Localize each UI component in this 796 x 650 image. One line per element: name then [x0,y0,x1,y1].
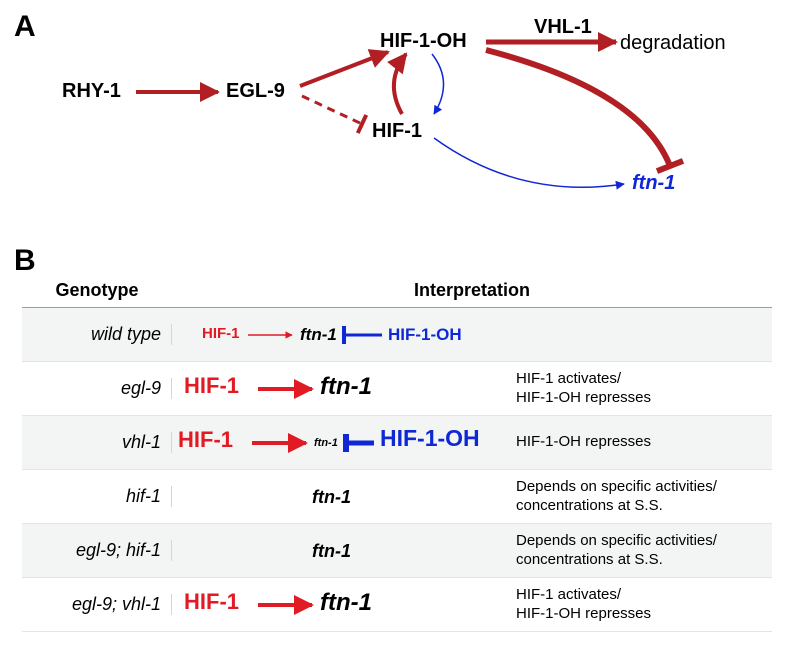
mini-node-ftn1: ftn-1 [320,373,372,401]
interpretation-note: HIF-1 activates/HIF-1-OH represses [512,370,772,408]
genotype-cell: wild type [22,324,172,345]
panel-a-diagram: RHY-1 EGL-9 HIF-1-OH HIF-1 VHL-1 degradation f… [0,0,796,230]
node-egl9: EGL-9 [226,80,285,103]
mini-node-ftn1: ftn-1 [312,541,351,562]
genotype-cell: vhl-1 [22,432,172,453]
mini-node-hif1: HIF-1 [184,589,239,615]
genotype-cell: egl-9; hif-1 [22,540,172,561]
mini-node-hif1: HIF-1 [202,325,240,342]
row-diagram: HIF-1 ftn-1 HIF-1-OH [172,417,512,469]
panel-b-label: B [14,244,36,278]
mini-node-hif1oh: HIF-1-OH [380,425,480,452]
row-diagram: ftn-1 [172,525,512,577]
header-genotype: Genotype [22,280,172,301]
row-diagram: HIF-1 ftn-1 [172,579,512,631]
mini-node-ftn1: ftn-1 [300,325,337,345]
row-diagram: HIF-1 ftn-1 [172,363,512,415]
mini-node-ftn1: ftn-1 [314,437,338,449]
node-degradation: degradation [620,32,726,55]
table-row: egl-9; vhl-1 HIF-1 ftn-1 HIF-1 activates/HI… [22,578,772,632]
node-vhl1: VHL-1 [534,16,592,39]
table-header: Genotype Interpretation [22,280,772,308]
interpretation-note: HIF-1-OH represses [512,433,772,452]
node-hif1: HIF-1 [372,120,422,143]
genotype-cell: egl-9 [22,378,172,399]
genotype-cell: egl-9; vhl-1 [22,594,172,615]
mini-node-hif1: HIF-1 [178,427,233,453]
node-rhy1: RHY-1 [62,80,121,103]
interpretation-note: Depends on specific activities/concentra… [512,532,772,570]
table-row: egl-9 HIF-1 ftn-1 HIF-1 activates/HIF-1-OH … [22,362,772,416]
mini-node-ftn1: ftn-1 [320,589,372,617]
row-diagram: HIF-1 ftn-1 HIF-1-OH [172,309,512,361]
node-hif1oh: HIF-1-OH [380,30,467,53]
header-interpretation: Interpretation [172,280,772,301]
table-row: egl-9; hif-1 ftn-1 Depends on specific act… [22,524,772,578]
row-diagram: ftn-1 [172,471,512,523]
mini-node-hif1: HIF-1 [184,373,239,399]
node-ftn1: ftn-1 [632,172,675,195]
panel-b-table: Genotype Interpretation wild type HIF-1 ft… [22,280,772,632]
table-row: hif-1 ftn-1 Depends on specific activities… [22,470,772,524]
interpretation-note: Depends on specific activities/concentra… [512,478,772,516]
interpretation-note: HIF-1 activates/HIF-1-OH represses [512,586,772,624]
genotype-cell: hif-1 [22,486,172,507]
table-row: vhl-1 HIF-1 ftn-1 HIF-1-OH HIF-1-OH represse… [22,416,772,470]
mini-node-hif1oh: HIF-1-OH [388,325,462,345]
table-row: wild type HIF-1 ftn-1 HIF-1-OH [22,308,772,362]
mini-node-ftn1: ftn-1 [312,487,351,508]
